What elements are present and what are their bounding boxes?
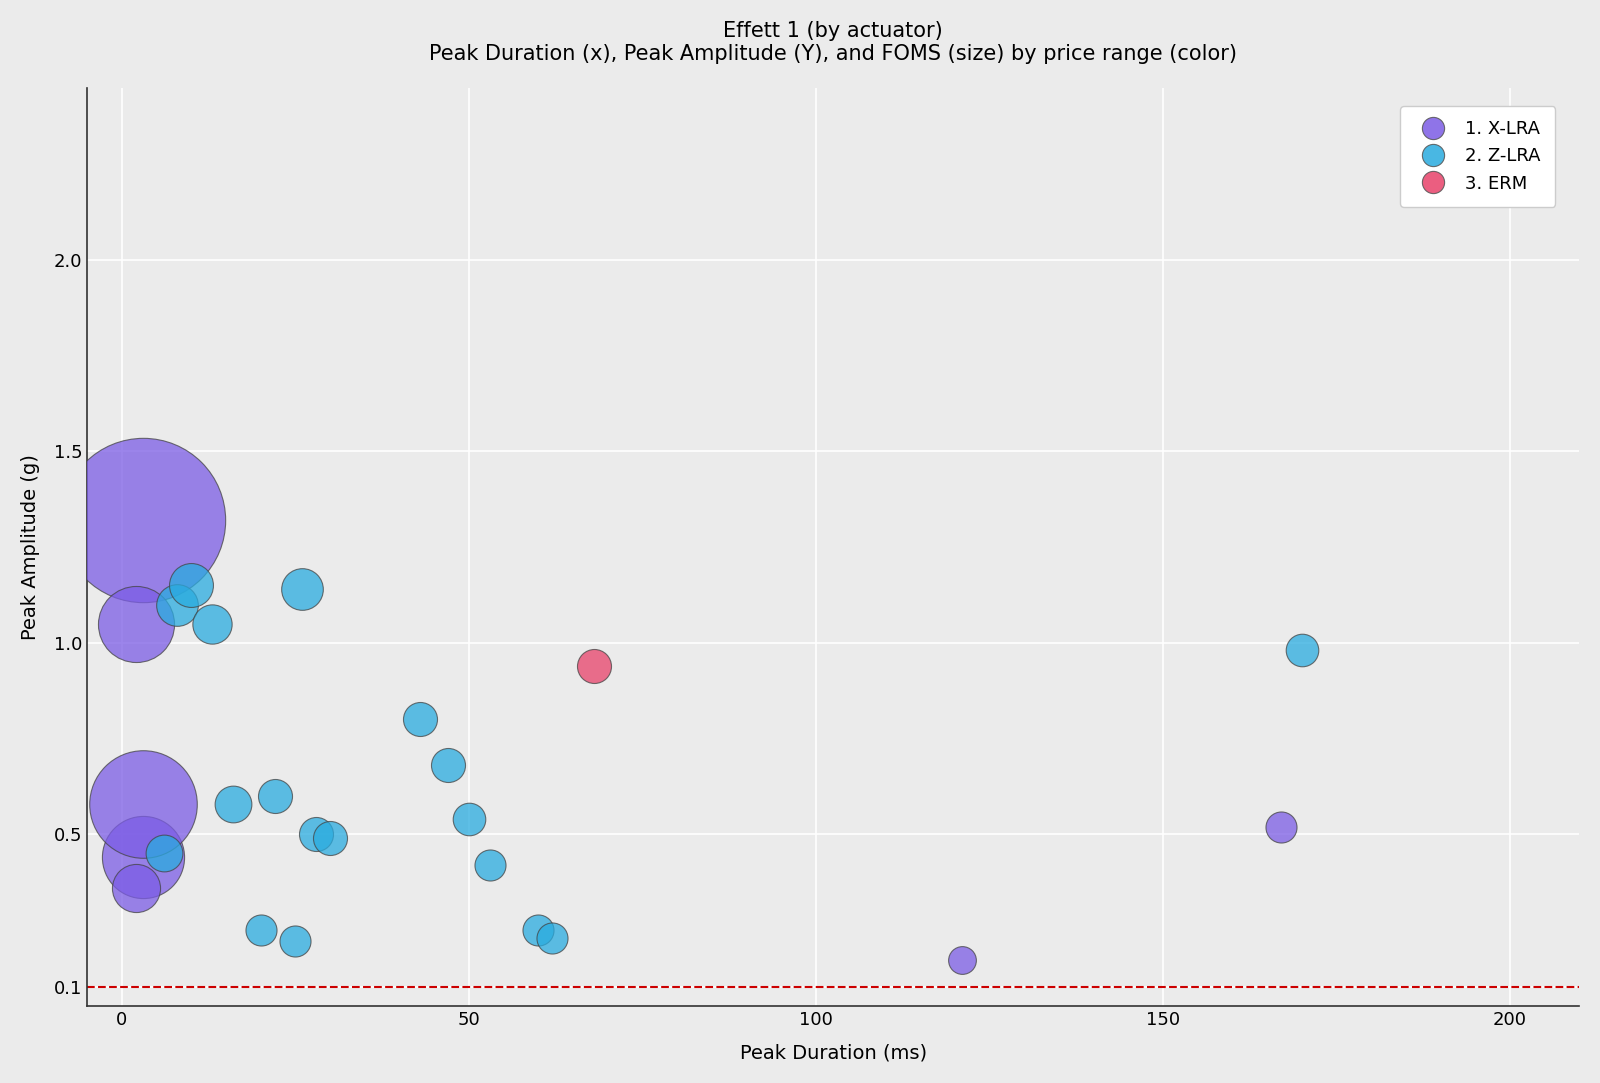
Point	[179, 577, 205, 595]
Point	[539, 929, 565, 947]
Point	[123, 879, 149, 897]
Point	[130, 511, 155, 529]
Point	[200, 615, 226, 632]
Point	[1288, 642, 1314, 660]
Point	[165, 596, 190, 613]
Point	[130, 795, 155, 812]
Point	[304, 825, 330, 843]
Point	[477, 857, 502, 874]
Point	[408, 710, 434, 728]
Legend: 1. X-LRA, 2. Z-LRA, 3. ERM: 1. X-LRA, 2. Z-LRA, 3. ERM	[1400, 106, 1555, 207]
Point	[456, 810, 482, 827]
Point	[317, 830, 342, 847]
Point	[525, 922, 550, 939]
Point	[949, 952, 974, 969]
Point	[123, 615, 149, 632]
Point	[290, 580, 315, 598]
Point	[150, 845, 176, 862]
Point	[435, 757, 461, 774]
Point	[248, 922, 274, 939]
Point	[221, 795, 246, 812]
Y-axis label: Peak Amplitude (g): Peak Amplitude (g)	[21, 454, 40, 640]
Point	[581, 657, 606, 675]
Point	[262, 787, 288, 805]
Point	[130, 848, 155, 865]
X-axis label: Peak Duration (ms): Peak Duration (ms)	[739, 1043, 926, 1062]
Point	[283, 932, 309, 950]
Title: Effett 1 (by actuator)
Peak Duration (x), Peak Amplitude (Y), and FOMS (size) by: Effett 1 (by actuator) Peak Duration (x)…	[429, 21, 1237, 64]
Point	[1267, 818, 1293, 835]
